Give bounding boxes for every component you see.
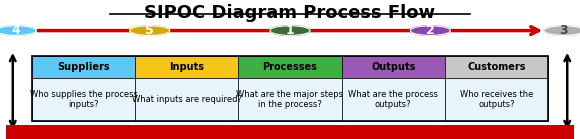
Text: 4: 4 xyxy=(12,24,21,37)
Text: Outputs: Outputs xyxy=(371,62,415,72)
Bar xyxy=(32,56,135,78)
Circle shape xyxy=(410,26,451,35)
Text: What are the process
outputs?: What are the process outputs? xyxy=(348,90,438,109)
Bar xyxy=(238,56,342,78)
Text: 2: 2 xyxy=(426,24,435,37)
Bar xyxy=(32,78,135,121)
Text: Processes: Processes xyxy=(263,62,317,72)
Circle shape xyxy=(129,26,170,35)
Text: Inputs: Inputs xyxy=(169,62,204,72)
Bar xyxy=(342,78,445,121)
Text: What are the major steps
in the process?: What are the major steps in the process? xyxy=(237,90,343,109)
Bar xyxy=(32,56,548,121)
Bar xyxy=(445,78,548,121)
Bar xyxy=(135,78,238,121)
Circle shape xyxy=(0,26,37,35)
Text: What inputs are required?: What inputs are required? xyxy=(132,95,242,104)
Text: Customers: Customers xyxy=(467,62,525,72)
Text: Who supplies the process
inputs?: Who supplies the process inputs? xyxy=(30,90,137,109)
Text: Who receives the
outputs?: Who receives the outputs? xyxy=(460,90,533,109)
Bar xyxy=(342,56,445,78)
Text: 3: 3 xyxy=(560,24,568,37)
Bar xyxy=(6,125,574,139)
Text: 5: 5 xyxy=(145,24,154,37)
Text: 1: 1 xyxy=(285,24,295,37)
Text: SIPOC Diagram Process Flow: SIPOC Diagram Process Flow xyxy=(144,4,436,22)
Bar xyxy=(445,56,548,78)
Bar xyxy=(238,78,342,121)
Circle shape xyxy=(270,26,310,35)
Circle shape xyxy=(543,26,580,35)
Text: Suppliers: Suppliers xyxy=(57,62,110,72)
Bar xyxy=(135,56,238,78)
